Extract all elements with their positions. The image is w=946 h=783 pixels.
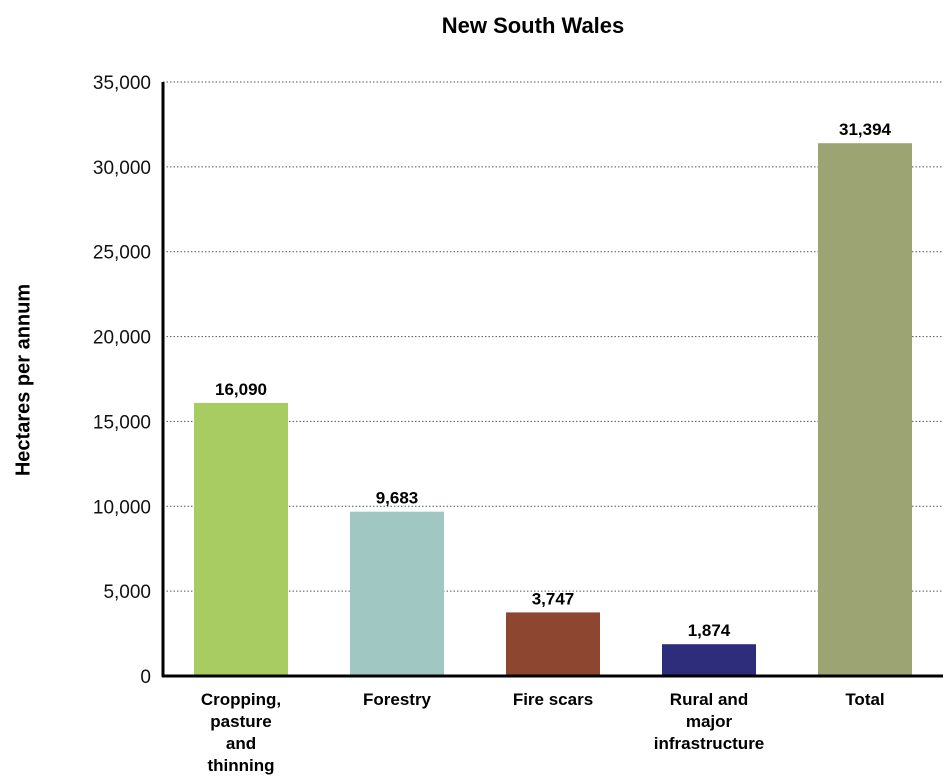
bar [194, 402, 288, 676]
y-tick-label: 5,000 [103, 582, 151, 603]
gridlines [163, 81, 943, 592]
y-tick-label: 35,000 [93, 73, 151, 94]
x-tick-label: Rural and major infrastructure [654, 690, 765, 753]
data-labels: 16,090 9,683 3,747 1,874 31,394 [215, 120, 892, 640]
data-label: 1,874 [688, 621, 731, 640]
data-label: 9,683 [376, 489, 419, 508]
y-tick-label: 25,000 [93, 243, 151, 264]
y-tick-label: 30,000 [93, 158, 151, 179]
chart-title: New South Wales [441, 13, 625, 38]
y-axis-ticks: 0 5,000 10,000 15,000 20,000 25,000 30,000 35,0… [93, 73, 151, 688]
y-tick-label: 0 [140, 667, 151, 688]
bar [350, 511, 444, 676]
bar [506, 612, 600, 676]
data-label: 31,394 [839, 120, 892, 139]
x-tick-label: Cropping, pasture and thinning [201, 690, 281, 775]
data-label: 16,090 [215, 380, 267, 399]
y-tick-label: 20,000 [93, 328, 151, 349]
bar [818, 143, 912, 676]
y-tick-label: 10,000 [93, 497, 151, 518]
y-tick-label: 15,000 [93, 412, 151, 433]
bars [194, 143, 912, 676]
data-label: 3,747 [532, 589, 575, 608]
x-tick-label: Forestry [363, 690, 432, 709]
x-tick-label: Total [845, 690, 884, 709]
bar [662, 644, 756, 676]
x-axis-ticks: Cropping, pasture and thinning Forestry Fire … [201, 690, 885, 775]
x-tick-label: Fire scars [513, 690, 593, 709]
